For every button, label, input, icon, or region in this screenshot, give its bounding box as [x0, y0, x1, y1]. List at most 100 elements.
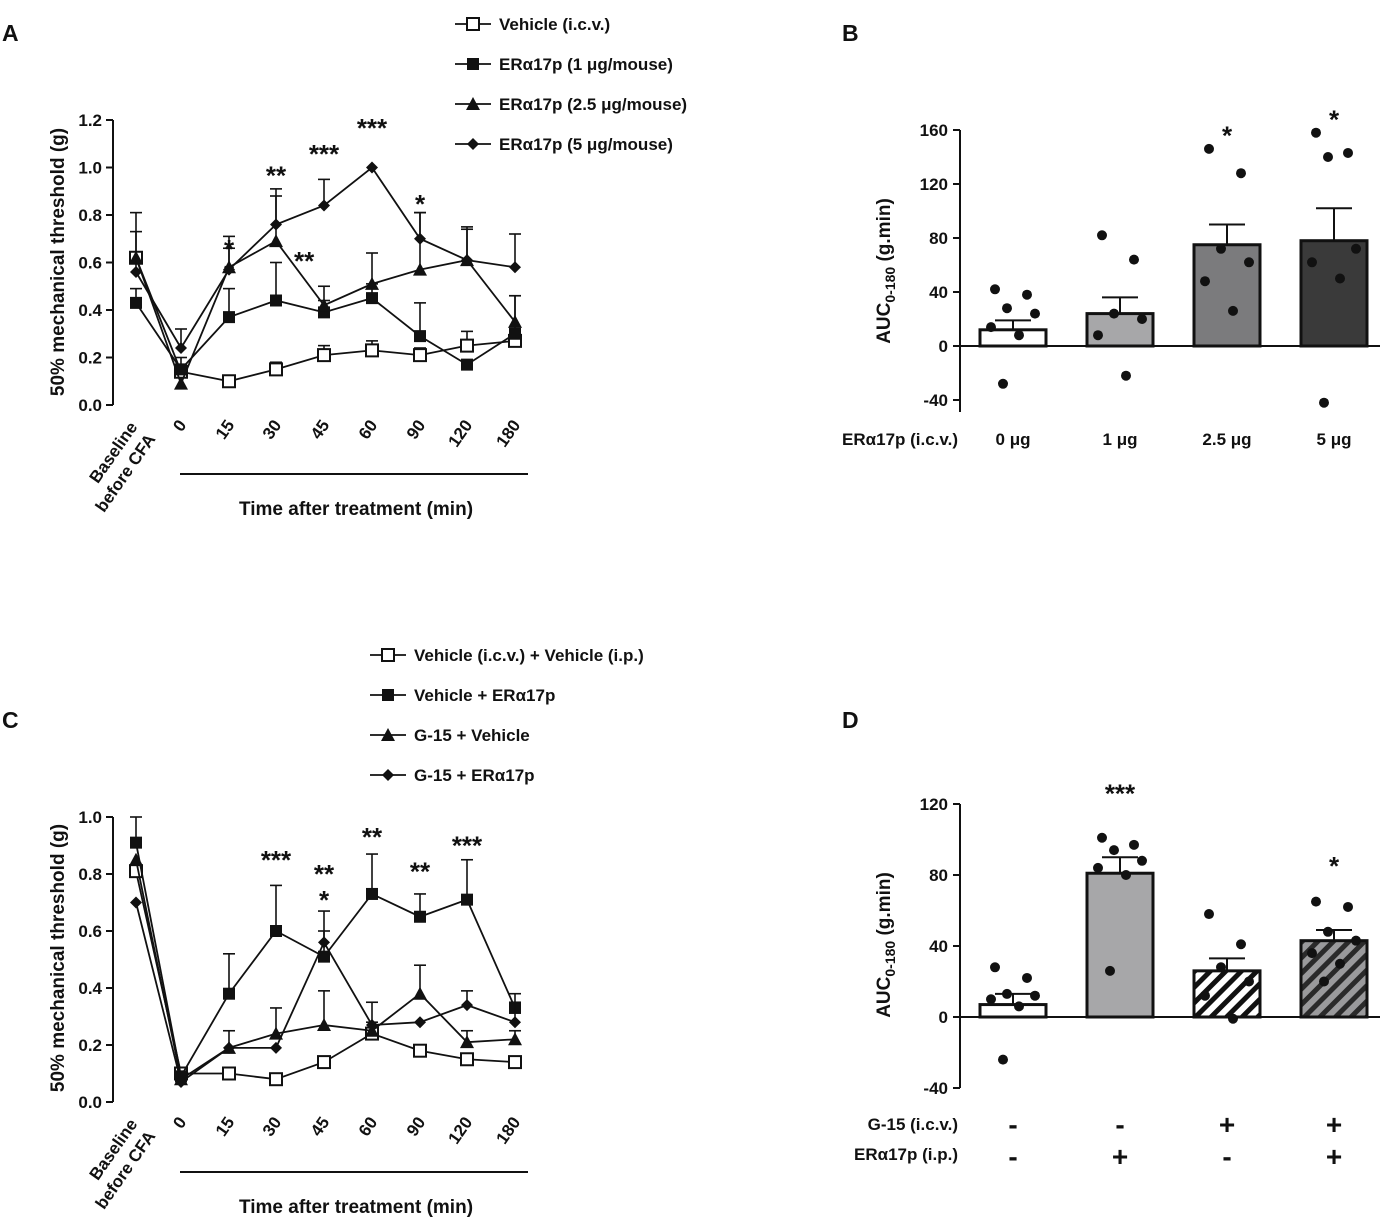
individual-point	[1002, 988, 1012, 999]
y-tick-label: 0	[939, 337, 948, 356]
significance-annotation: ***	[309, 139, 340, 169]
bar	[1085, 871, 1155, 1019]
y-tick-label: 0.2	[78, 1036, 102, 1055]
y-tick-label: 120	[920, 795, 948, 814]
legend-marker	[467, 138, 479, 150]
bar	[978, 328, 1048, 348]
panel-b-ylabel-sub: 0-180	[882, 267, 898, 303]
panel-b-bar-chart: AUC0-180 (g.min) ERα17p (i.c.v.) -40 0 40 8…	[842, 104, 1380, 449]
y-tick-label: 80	[929, 229, 948, 248]
data-point	[317, 1018, 331, 1032]
individual-point	[1097, 230, 1107, 241]
data-point	[413, 348, 427, 363]
individual-point	[1319, 976, 1329, 987]
panel-label-b: B	[842, 20, 859, 46]
individual-point	[1137, 314, 1147, 324]
individual-point	[1323, 926, 1333, 937]
y-tick-label: 40	[929, 937, 948, 956]
data-point	[508, 314, 522, 328]
individual-point	[1236, 939, 1246, 950]
data-point	[460, 338, 474, 353]
y-tick-label: 0.0	[78, 396, 102, 415]
x-tick-label: 90	[403, 1113, 429, 1139]
panel-d-row-label-era17p: ERα17p (i.p.)	[854, 1145, 958, 1164]
legend-label: ERα17p (2.5 μg/mouse)	[499, 95, 687, 114]
x-tick-label: 0	[169, 416, 190, 435]
data-point	[175, 1076, 187, 1089]
data-point	[129, 852, 143, 866]
significance-annotation: *	[224, 234, 235, 264]
individual-point	[1204, 143, 1214, 154]
panel-b-row-label: ERα17p (i.c.v.)	[842, 430, 958, 449]
significance-annotation: *	[1222, 121, 1233, 151]
data-point	[366, 292, 378, 305]
data-point	[269, 234, 283, 248]
data-point	[365, 276, 379, 290]
individual-point	[1014, 1001, 1024, 1012]
data-point	[130, 896, 142, 909]
panel-label-d: D	[842, 707, 859, 733]
individual-point	[1022, 972, 1032, 983]
y-tick-label: 1.0	[78, 808, 102, 827]
significance-annotation: *	[224, 258, 235, 288]
individual-point	[1093, 330, 1103, 341]
treatment-sign: -	[1222, 1141, 1231, 1172]
significance-annotation: ***	[1105, 778, 1136, 808]
data-point	[222, 374, 236, 389]
data-point	[223, 311, 235, 324]
data-point	[461, 999, 473, 1012]
data-point	[175, 342, 187, 354]
individual-point	[1319, 397, 1329, 408]
x-tick-label: 180	[492, 1113, 524, 1147]
data-point	[269, 1072, 283, 1087]
individual-point	[1200, 990, 1210, 1001]
legend-marker	[466, 97, 480, 110]
bar	[1299, 239, 1369, 348]
data-point	[366, 887, 378, 900]
individual-point	[998, 378, 1008, 389]
y-tick-label: 0	[939, 1008, 948, 1027]
legend-label: Vehicle (i.c.v.) + Vehicle (i.p.)	[414, 646, 644, 665]
x-tick-label: 180	[492, 416, 524, 450]
panel-a-line-chart: 50% mechanical threshold (g) Time after …	[48, 15, 687, 520]
y-tick-label: -40	[923, 391, 948, 410]
legend-label: G-15 + Vehicle	[414, 726, 530, 745]
data-point	[270, 218, 282, 231]
panel-d-ylabel-main: AUC	[874, 976, 895, 1017]
category-label: 2.5 μg	[1202, 430, 1251, 449]
individual-point	[1109, 308, 1119, 319]
x-tick-label: 120	[444, 416, 476, 450]
legend: Vehicle (i.c.v.) ERα17p (1 μg/mouse) ERα17…	[455, 15, 687, 154]
x-tick-label: 15	[212, 416, 238, 442]
individual-point	[1002, 303, 1012, 314]
panel-d-ylabel-sub: 0-180	[882, 941, 898, 977]
treatment-sign: +	[1219, 1109, 1235, 1140]
individual-point	[1121, 370, 1131, 381]
individual-point	[1129, 839, 1139, 850]
data-point	[175, 363, 187, 376]
individual-point	[1121, 870, 1131, 880]
individual-point	[1244, 976, 1254, 987]
individual-point	[1228, 1013, 1238, 1024]
data-point	[461, 893, 473, 906]
data-point	[509, 327, 521, 340]
legend-label: Vehicle + ERα17p	[414, 686, 555, 705]
data-point	[414, 910, 426, 923]
y-tick-label: 0.2	[78, 349, 102, 368]
significance-annotation: *	[319, 885, 330, 915]
y-tick-label: 0.4	[78, 301, 102, 320]
significance-annotation: **	[362, 822, 383, 852]
y-tick-label: 120	[920, 175, 948, 194]
legend-marker	[382, 689, 394, 701]
individual-point	[1351, 935, 1361, 946]
data-point	[460, 1035, 474, 1049]
individual-point	[1022, 289, 1032, 300]
individual-point	[998, 1054, 1008, 1065]
individual-point	[1311, 896, 1321, 907]
data-point	[413, 262, 427, 276]
data-point	[509, 1016, 521, 1029]
x-tick-label: 30	[259, 1113, 285, 1139]
x-tick-label: 120	[444, 1113, 476, 1147]
data-point	[269, 1026, 283, 1040]
y-tick-label: 0.6	[78, 254, 102, 273]
